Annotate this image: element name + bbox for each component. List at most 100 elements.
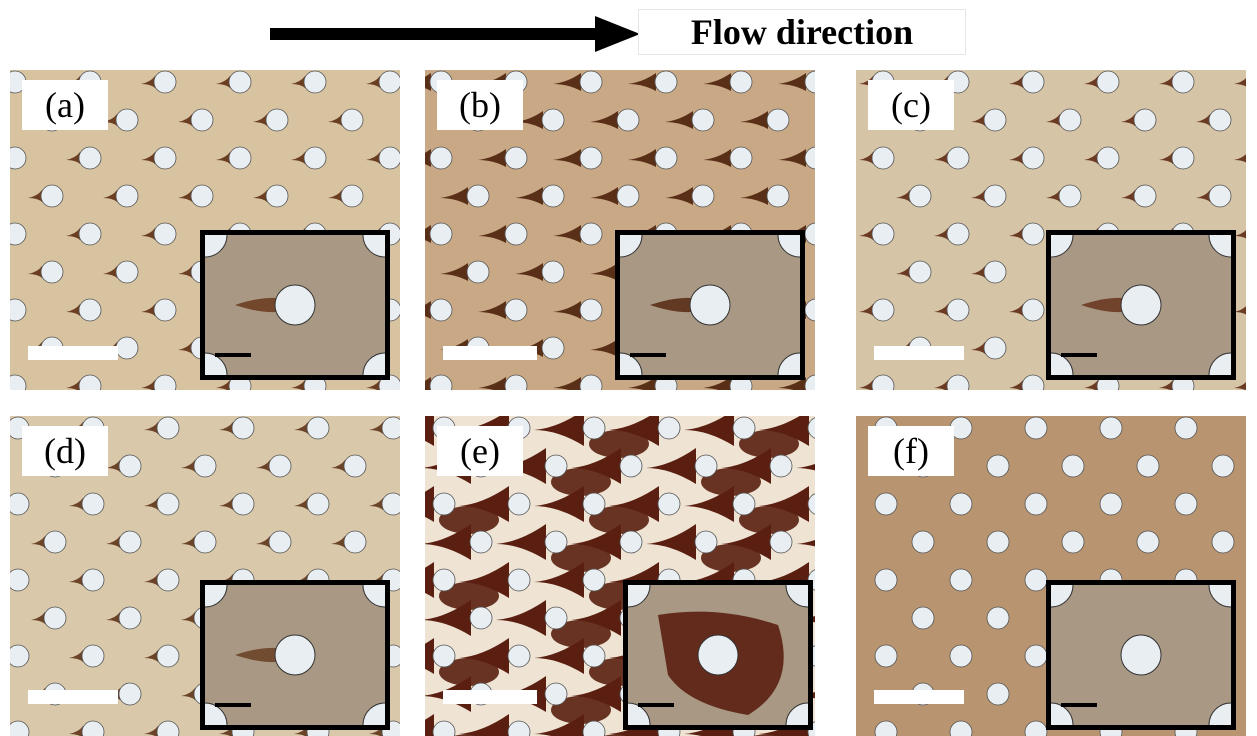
deposit-tail [331, 460, 345, 472]
pillar [378, 146, 400, 170]
deposit-tail [459, 562, 509, 598]
deposit-tail [425, 73, 431, 91]
pillar [507, 644, 531, 668]
deposit-tail [1234, 154, 1246, 163]
deposit-blob [551, 544, 611, 572]
deposit-tail [590, 339, 618, 357]
pillar [874, 720, 898, 736]
pillar [729, 70, 753, 94]
pillar [541, 260, 565, 284]
deposit-tail [859, 152, 873, 164]
deposit-tail [216, 76, 230, 88]
deposit-tail [141, 76, 155, 88]
deposit-tail [181, 536, 195, 548]
flow-direction-label: Flow direction [638, 9, 966, 55]
pillar [40, 184, 64, 208]
deposit-tail [1159, 76, 1173, 88]
pillar [156, 568, 180, 592]
pillar [729, 146, 753, 170]
deposit-tail [553, 377, 581, 390]
deposit-tail [1084, 380, 1098, 390]
pillar [303, 146, 327, 170]
deposit-tail [256, 460, 270, 472]
deposit-tail [628, 377, 656, 390]
deposit-tail [684, 714, 734, 736]
pillar [10, 298, 27, 322]
inset-scale-bar [215, 353, 251, 357]
pillar [115, 260, 139, 284]
deposit-tail [1046, 114, 1060, 126]
pillar [983, 184, 1007, 208]
deposit-tail [331, 536, 345, 548]
deposit-tail [366, 76, 380, 88]
pillar [115, 108, 139, 132]
pillar [766, 108, 790, 132]
inset-pillar [1208, 235, 1231, 258]
deposit-tail [425, 416, 434, 446]
deposit-tail [590, 111, 618, 129]
pillar [804, 70, 815, 94]
deposit-tail [366, 152, 380, 164]
deposit-blob [701, 544, 761, 572]
deposit-tail [934, 380, 948, 390]
deposit-tail [721, 448, 771, 484]
pillar [40, 260, 64, 284]
deposit-tail [534, 486, 584, 522]
deposit-tail [181, 688, 195, 700]
deposit-tail [1234, 230, 1246, 239]
pillar [306, 492, 330, 516]
pillar [10, 374, 27, 390]
deposit-tail [1009, 76, 1023, 88]
deposit-tail [859, 304, 873, 316]
deposit-tail [66, 228, 80, 240]
pillar [1174, 492, 1198, 516]
pillar [10, 644, 30, 668]
pillar [949, 720, 973, 736]
pillar [268, 530, 292, 554]
deposit-tail [934, 228, 948, 240]
deposit-tail [66, 152, 80, 164]
micrograph-panel: (c) [856, 70, 1246, 390]
panel-label: (a) [22, 80, 108, 130]
pillar [118, 454, 142, 478]
pillar [306, 416, 330, 440]
deposit-tail [778, 377, 806, 390]
pillar [429, 146, 453, 170]
pillar [908, 260, 932, 284]
panel-label: (e) [437, 426, 523, 476]
deposit-tail [1121, 190, 1135, 202]
scale-bar [443, 690, 537, 704]
pillar [582, 568, 606, 592]
deposit-blob [739, 430, 799, 458]
pillar [582, 416, 606, 440]
deposit-tail [478, 225, 506, 243]
pillar [1208, 184, 1232, 208]
deposit-tail [759, 416, 809, 446]
pillar [908, 184, 932, 208]
pillar [949, 492, 973, 516]
pillar [190, 108, 214, 132]
pillar [544, 454, 568, 478]
pillar [10, 568, 30, 592]
inset-pillar [620, 352, 643, 375]
pillar [694, 530, 718, 554]
panel-label: (d) [22, 426, 108, 476]
deposit-tail [478, 149, 506, 167]
deposit-tail [496, 600, 546, 636]
inset-scale-bar [215, 703, 251, 707]
deposit-tail [553, 73, 581, 91]
deposit-tail [459, 486, 509, 522]
deposit-tail [291, 152, 305, 164]
zoom-inset [200, 230, 390, 380]
deposit-tail [665, 111, 693, 129]
inset-pillar [1208, 352, 1231, 375]
deposit-tail [141, 228, 155, 240]
pillar [582, 644, 606, 668]
pillar [81, 492, 105, 516]
deposit-tail [28, 266, 42, 278]
deposit-tail [141, 152, 155, 164]
pillar [504, 374, 528, 390]
deposit-tail [144, 650, 158, 662]
pillar [429, 298, 453, 322]
pillar [804, 298, 815, 322]
